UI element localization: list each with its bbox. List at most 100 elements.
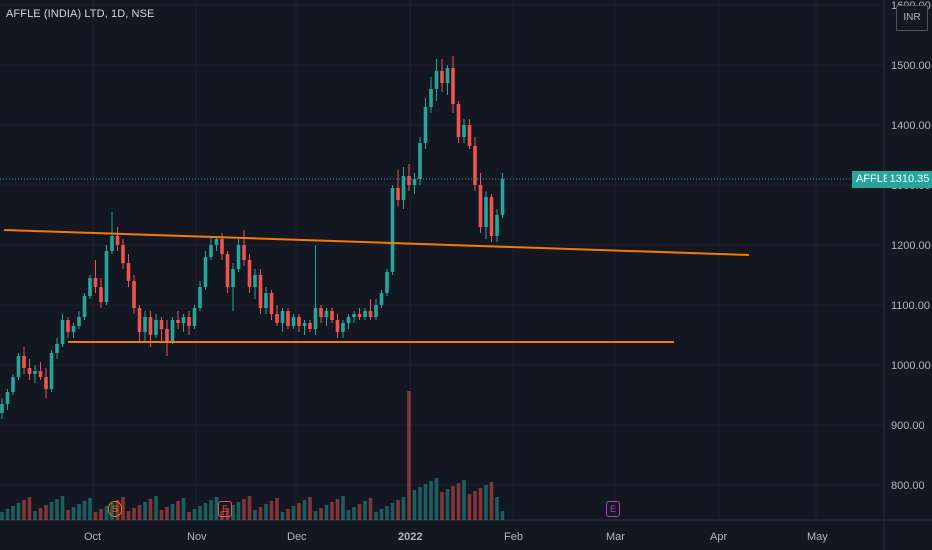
candle-body[interactable] xyxy=(286,311,290,326)
candle-body[interactable] xyxy=(203,257,208,287)
candle-body[interactable] xyxy=(77,317,81,326)
candle-body[interactable] xyxy=(484,197,488,227)
candle-body[interactable] xyxy=(99,287,103,302)
candle-body[interactable] xyxy=(176,320,180,323)
candle-body[interactable] xyxy=(27,368,32,374)
candle-body[interactable] xyxy=(126,263,131,281)
candle-body[interactable] xyxy=(71,326,76,332)
currency-button[interactable]: INR xyxy=(896,5,928,31)
candle-body[interactable] xyxy=(330,311,334,320)
candle-body[interactable] xyxy=(456,104,461,137)
candle-body[interactable] xyxy=(418,143,422,179)
candle-body[interactable] xyxy=(346,317,351,323)
candle-body[interactable] xyxy=(88,278,92,296)
candle-body[interactable] xyxy=(341,323,345,332)
candle-body[interactable] xyxy=(489,197,494,236)
candle-body[interactable] xyxy=(143,317,147,332)
candle-body[interactable] xyxy=(154,320,158,335)
candle-body[interactable] xyxy=(396,188,400,200)
candle-body[interactable] xyxy=(423,107,428,143)
candle-body[interactable] xyxy=(357,314,362,317)
candle-body[interactable] xyxy=(165,329,169,341)
candle-body[interactable] xyxy=(192,308,197,326)
candle-body[interactable] xyxy=(66,320,70,332)
candle-body[interactable] xyxy=(104,251,109,302)
candle-body[interactable] xyxy=(429,89,433,107)
candle-body[interactable] xyxy=(269,293,274,314)
candle-body[interactable] xyxy=(137,308,142,332)
candle-body[interactable] xyxy=(5,392,10,404)
candle-body[interactable] xyxy=(308,323,312,329)
candle-body[interactable] xyxy=(451,68,455,104)
candle-body[interactable] xyxy=(159,320,164,329)
candle-body[interactable] xyxy=(220,239,224,254)
candle-body[interactable] xyxy=(302,323,307,326)
candle-body[interactable] xyxy=(275,314,279,323)
candle-body[interactable] xyxy=(22,356,26,368)
candle-body[interactable] xyxy=(379,293,384,305)
resistance-trendline[interactable] xyxy=(3,229,750,256)
candle-body[interactable] xyxy=(132,281,136,308)
candle-body[interactable] xyxy=(198,287,202,308)
candle-body[interactable] xyxy=(148,317,153,335)
candle-body[interactable] xyxy=(440,71,444,83)
candle-body[interactable] xyxy=(434,71,439,89)
candle-body[interactable] xyxy=(181,317,186,323)
price-tick-label: 1100.00 xyxy=(891,300,930,312)
candle-body[interactable] xyxy=(385,272,389,293)
candle-body[interactable] xyxy=(324,311,329,317)
candle-body[interactable] xyxy=(247,260,252,287)
candle-body[interactable] xyxy=(374,305,378,317)
candle-body[interactable] xyxy=(38,371,43,377)
candle-body[interactable] xyxy=(187,317,191,326)
earnings-future-icon[interactable]: E xyxy=(606,501,620,517)
candle-body[interactable] xyxy=(368,311,373,317)
candle-body[interactable] xyxy=(467,125,472,146)
candle-body[interactable] xyxy=(319,308,323,317)
candle-body[interactable] xyxy=(170,320,175,341)
candle-body[interactable] xyxy=(478,185,483,227)
candle-body[interactable] xyxy=(412,179,417,185)
candle-body[interactable] xyxy=(236,245,241,269)
candle-body[interactable] xyxy=(110,236,114,251)
candle-body[interactable] xyxy=(390,188,395,272)
candle-body[interactable] xyxy=(242,245,246,260)
candle-body[interactable] xyxy=(401,176,406,200)
candle-body[interactable] xyxy=(121,245,125,263)
candle-body[interactable] xyxy=(33,371,37,374)
candle-body[interactable] xyxy=(445,68,450,83)
candle-body[interactable] xyxy=(60,320,65,344)
candle-body[interactable] xyxy=(264,293,268,308)
candle-body[interactable] xyxy=(0,404,4,413)
candle-body[interactable] xyxy=(11,377,15,392)
candle-body[interactable] xyxy=(335,320,340,332)
candle-body[interactable] xyxy=(291,317,296,326)
candle-body[interactable] xyxy=(462,125,466,137)
candle-body[interactable] xyxy=(82,296,87,317)
candle-body[interactable] xyxy=(231,269,235,287)
candle-body[interactable] xyxy=(313,308,318,329)
candle-body[interactable] xyxy=(16,356,21,377)
candle-body[interactable] xyxy=(352,314,356,317)
candle-body[interactable] xyxy=(214,239,219,245)
candle-body[interactable] xyxy=(225,254,230,287)
candle-body[interactable] xyxy=(258,275,263,308)
earnings-past-icon[interactable]: E xyxy=(218,501,232,517)
candle-body[interactable] xyxy=(115,236,120,245)
candle-body[interactable] xyxy=(44,377,48,389)
candle-body[interactable] xyxy=(363,311,367,317)
candle-body[interactable] xyxy=(209,245,213,257)
candle-body[interactable] xyxy=(495,215,499,236)
symbol-legend[interactable]: AFFLE (INDIA) LTD, 1D, NSE xyxy=(6,8,155,20)
candle-body[interactable] xyxy=(407,176,411,185)
candle-body[interactable] xyxy=(473,146,477,185)
candle-body[interactable] xyxy=(297,317,301,326)
candle-body[interactable] xyxy=(280,311,285,323)
split-event-icon[interactable]: S xyxy=(108,501,122,517)
candle-body[interactable] xyxy=(500,179,505,215)
candle-body[interactable] xyxy=(55,344,59,353)
candle-body[interactable] xyxy=(93,278,98,287)
candle-body[interactable] xyxy=(253,275,257,287)
candle-body[interactable] xyxy=(49,353,54,389)
